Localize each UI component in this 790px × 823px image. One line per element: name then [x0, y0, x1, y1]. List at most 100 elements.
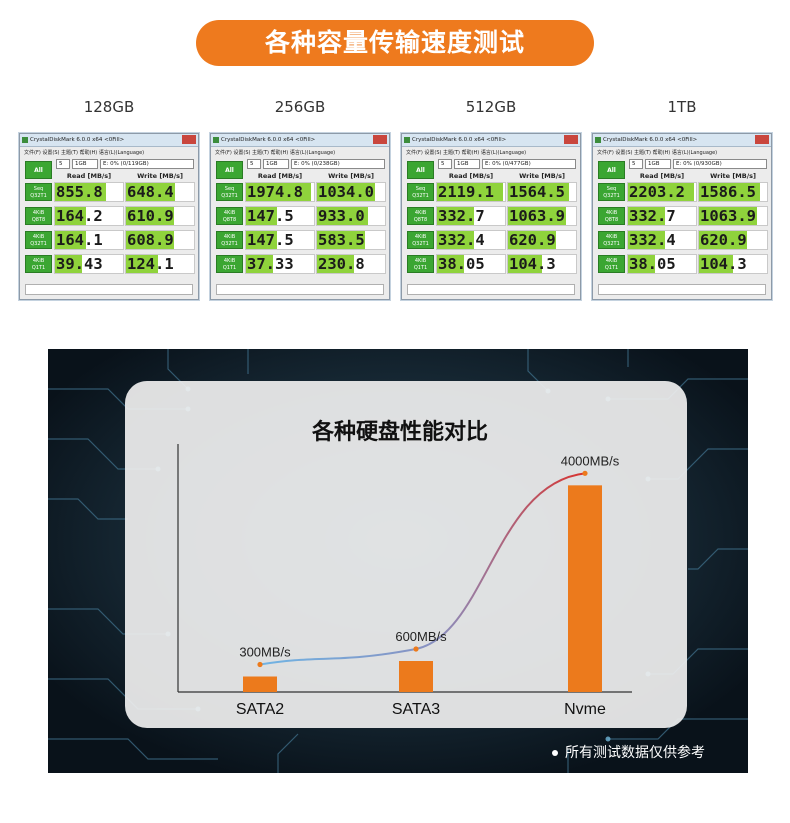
write-header: Write [MB/s]	[328, 172, 374, 180]
bar-nvme	[568, 485, 602, 692]
window-titlebar: CrystalDiskMark 6.0.0 x64 <0Fill>	[593, 134, 771, 147]
window-title: CrystalDiskMark 6.0.0 x64 <0Fill>	[603, 137, 698, 143]
read-value: 332.4	[629, 231, 676, 249]
window-titlebar: CrystalDiskMark 6.0.0 x64 <0Fill>	[211, 134, 389, 147]
read-fill-bar	[55, 231, 86, 249]
trend-line	[259, 472, 586, 666]
read-value-cell: 164.1	[54, 230, 124, 250]
write-fill-bar	[126, 207, 174, 225]
write-header: Write [MB/s]	[137, 172, 183, 180]
read-value: 164.2	[56, 207, 103, 225]
drive-select[interactable]: E: 0% (0/119GB)	[100, 159, 194, 169]
menu-bar[interactable]: 文件(F) 设置(S) 主题(T) 帮助(H) 语言(L)(Language)	[406, 150, 527, 156]
test-button[interactable]: 4KiB Q32T1	[25, 231, 52, 249]
test-button[interactable]: 4KiB Q8T8	[25, 207, 52, 225]
write-value: 610.9	[127, 207, 174, 225]
read-value-cell: 39.43	[54, 254, 124, 274]
count-select[interactable]: 5	[629, 159, 643, 169]
read-fill-bar	[246, 231, 277, 249]
read-value: 147.5	[247, 231, 294, 249]
capacity-label: 128GB	[83, 98, 135, 116]
test-button[interactable]: 4KiB Q8T8	[598, 207, 625, 225]
write-value: 1034.0	[318, 183, 374, 201]
write-value-cell: 620.9	[507, 230, 577, 250]
close-icon[interactable]	[182, 135, 196, 144]
drive-select[interactable]: E: 0% (0/238GB)	[291, 159, 385, 169]
window-title: CrystalDiskMark 6.0.0 x64 <0Fill>	[30, 137, 125, 143]
read-value-cell: 164.2	[54, 206, 124, 226]
read-value: 332.7	[629, 207, 676, 225]
count-select[interactable]: 5	[247, 159, 261, 169]
window-title: CrystalDiskMark 6.0.0 x64 <0Fill>	[221, 137, 316, 143]
comment-field[interactable]	[407, 284, 575, 295]
test-button[interactable]: Seq Q32T1	[216, 183, 243, 201]
read-header: Read [MB/s]	[639, 172, 685, 180]
read-fill-bar	[437, 183, 503, 201]
all-button[interactable]: All	[598, 161, 625, 179]
menu-bar[interactable]: 文件(F) 设置(S) 主题(T) 帮助(H) 语言(L)(Language)	[215, 150, 336, 156]
write-value: 104.3	[509, 255, 556, 273]
close-icon[interactable]	[755, 135, 769, 144]
count-select[interactable]: 5	[438, 159, 452, 169]
read-value: 38.05	[629, 255, 676, 273]
all-button[interactable]: All	[407, 161, 434, 179]
read-fill-bar	[628, 183, 694, 201]
app-icon	[595, 137, 601, 143]
test-button[interactable]: 4KiB Q1T1	[216, 255, 243, 273]
test-button[interactable]: 4KiB Q1T1	[598, 255, 625, 273]
write-fill-bar	[126, 255, 158, 273]
test-button[interactable]: 4KiB Q8T8	[216, 207, 243, 225]
window-title: CrystalDiskMark 6.0.0 x64 <0Fill>	[412, 137, 507, 143]
test-button[interactable]: 4KiB Q8T8	[407, 207, 434, 225]
all-button[interactable]: All	[216, 161, 243, 179]
footnote: 所有测试数据仅供参考	[552, 742, 705, 762]
test-button[interactable]: Seq Q32T1	[25, 183, 52, 201]
app-icon	[404, 137, 410, 143]
comment-field[interactable]	[598, 284, 766, 295]
test-button[interactable]: Seq Q32T1	[598, 183, 625, 201]
write-value-cell: 104.3	[698, 254, 768, 274]
write-fill-bar	[317, 255, 355, 273]
size-select[interactable]: 1GB	[263, 159, 289, 169]
test-button[interactable]: 4KiB Q1T1	[407, 255, 434, 273]
bar-sata2	[243, 676, 277, 692]
size-select[interactable]: 1GB	[72, 159, 98, 169]
write-value-cell: 1063.9	[698, 206, 768, 226]
trend-point	[413, 646, 419, 652]
write-value-cell: 1063.9	[507, 206, 577, 226]
write-value: 1564.5	[509, 183, 565, 201]
test-button[interactable]: 4KiB Q32T1	[407, 231, 434, 249]
write-fill-bar	[508, 207, 566, 225]
test-button[interactable]: 4KiB Q32T1	[216, 231, 243, 249]
crystaldiskmark-window: CrystalDiskMark 6.0.0 x64 <0Fill> 文件(F) 设…	[592, 133, 772, 300]
read-fill-bar	[628, 207, 666, 225]
test-button[interactable]: 4KiB Q32T1	[598, 231, 625, 249]
close-icon[interactable]	[564, 135, 578, 144]
app-icon	[22, 137, 28, 143]
write-fill-bar	[699, 231, 747, 249]
write-value: 608.9	[127, 231, 174, 249]
close-icon[interactable]	[373, 135, 387, 144]
write-value-cell: 1034.0	[316, 182, 386, 202]
test-button[interactable]: Seq Q32T1	[407, 183, 434, 201]
comment-field[interactable]	[216, 284, 384, 295]
write-value-cell: 620.9	[698, 230, 768, 250]
menu-bar[interactable]: 文件(F) 设置(S) 主题(T) 帮助(H) 语言(L)(Language)	[24, 150, 145, 156]
menu-bar[interactable]: 文件(F) 设置(S) 主题(T) 帮助(H) 语言(L)(Language)	[597, 150, 718, 156]
write-value: 620.9	[509, 231, 556, 249]
category-label: Nvme	[564, 701, 606, 718]
write-value-cell: 1586.5	[698, 182, 768, 202]
drive-select[interactable]: E: 0% (0/477GB)	[482, 159, 576, 169]
test-button[interactable]: 4KiB Q1T1	[25, 255, 52, 273]
write-value-cell: 610.9	[125, 206, 195, 226]
read-value-cell: 38.05	[436, 254, 506, 274]
count-select[interactable]: 5	[56, 159, 70, 169]
size-select[interactable]: 1GB	[645, 159, 671, 169]
read-value: 332.7	[438, 207, 485, 225]
size-select[interactable]: 1GB	[454, 159, 480, 169]
all-button[interactable]: All	[25, 161, 52, 179]
comment-field[interactable]	[25, 284, 193, 295]
drive-select[interactable]: E: 0% (0/930GB)	[673, 159, 767, 169]
window-titlebar: CrystalDiskMark 6.0.0 x64 <0Fill>	[20, 134, 198, 147]
